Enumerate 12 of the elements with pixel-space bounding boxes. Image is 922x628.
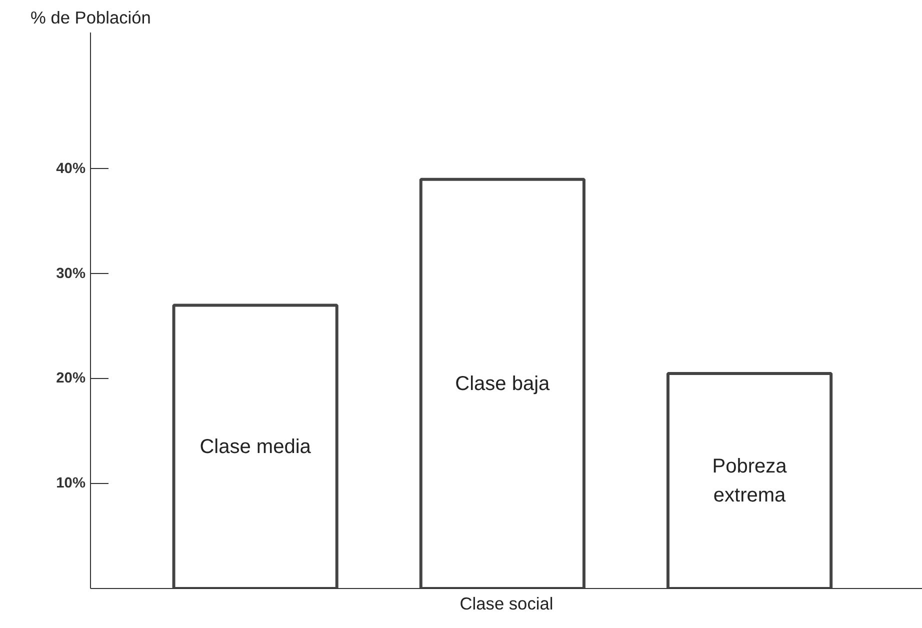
y-tick-label: 20% [56, 370, 86, 387]
y-axis-title: % de Población [30, 8, 151, 28]
bar [666, 372, 833, 588]
y-tick-label: 30% [56, 266, 86, 282]
x-axis-title: Clase social [460, 594, 554, 614]
bar [419, 178, 586, 588]
y-tick-label: 40% [56, 160, 86, 177]
bar [172, 304, 338, 588]
x-tick-label: Clase baja [455, 372, 551, 395]
x-tick-label: Clase media [200, 436, 312, 458]
y-tick-label: 10% [56, 476, 86, 492]
x-tick-label: Pobreza extrema [712, 456, 788, 506]
